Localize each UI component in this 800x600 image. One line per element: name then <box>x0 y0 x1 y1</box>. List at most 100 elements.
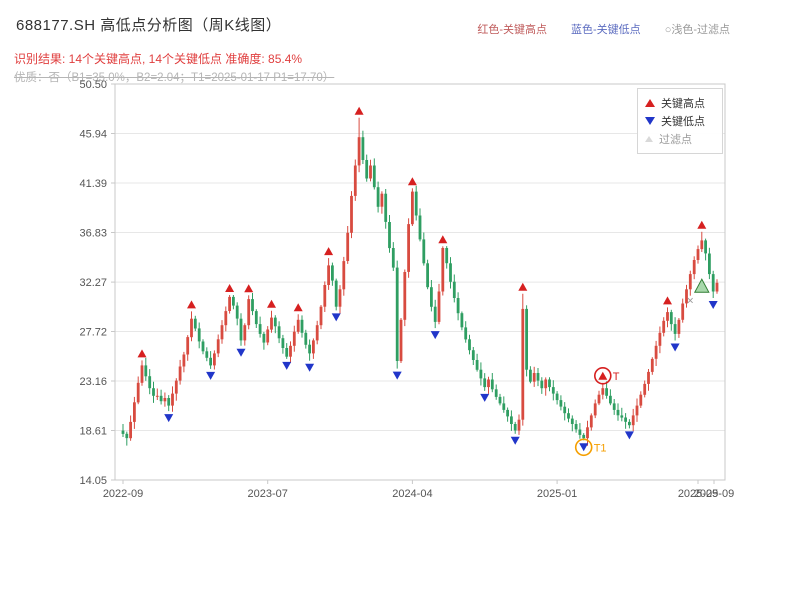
candle-body <box>513 424 517 431</box>
candle-body <box>647 371 650 384</box>
candle-body <box>395 267 399 361</box>
top-legend-key-high-label: 红色-关键高点 <box>477 24 548 36</box>
candle-body <box>315 325 319 341</box>
candle-body <box>666 312 669 321</box>
candle-body <box>700 240 704 250</box>
candle-body <box>650 358 654 372</box>
candle-body <box>372 165 376 188</box>
candle-body <box>125 433 129 439</box>
key-high-marker <box>354 106 364 115</box>
candle-body <box>319 306 323 326</box>
candle-body <box>487 379 490 388</box>
candle-body <box>152 388 155 396</box>
candle-body <box>148 376 152 389</box>
candle-body <box>643 383 647 395</box>
candle-body <box>471 350 475 360</box>
candle-body <box>464 327 468 340</box>
candle-body <box>715 282 719 292</box>
candle-body <box>357 137 361 166</box>
candle-body <box>133 402 136 422</box>
candle-body <box>437 291 441 322</box>
candle-body <box>704 240 707 254</box>
candle-body <box>281 338 285 348</box>
legend-item-key-low: 关键低点 <box>645 112 715 130</box>
candle-body <box>334 280 338 307</box>
candle-body <box>677 319 681 334</box>
candle-body <box>414 191 418 216</box>
candle-body <box>639 394 643 406</box>
key-high-marker <box>267 299 276 308</box>
candle-body <box>197 328 201 342</box>
key-low-marker <box>392 371 402 380</box>
candle-body <box>418 215 422 240</box>
candle-body <box>342 261 346 290</box>
candle-body <box>456 298 460 314</box>
candle-body <box>468 339 471 351</box>
key-low-marker <box>708 301 718 309</box>
candle-body <box>369 165 372 179</box>
candle-body <box>224 311 228 326</box>
candle-body <box>209 357 212 366</box>
candle-body <box>304 332 308 345</box>
candle-body <box>262 333 266 343</box>
candle-body <box>270 317 273 330</box>
key-low-marker <box>305 363 315 372</box>
candle-body <box>624 417 627 422</box>
candle-body <box>220 325 224 340</box>
candle-body <box>167 398 171 406</box>
x-tick-label: 2024-04 <box>392 488 432 500</box>
candle-body <box>247 299 251 326</box>
x-tick-label: 2025-09 <box>694 488 734 500</box>
candle-body <box>323 285 327 307</box>
candle-body <box>685 289 688 304</box>
filtered-point-marker <box>693 278 710 293</box>
candle-body <box>567 413 570 419</box>
candle-body <box>422 239 426 264</box>
candle-body <box>391 248 395 268</box>
quality-text: 优质：否（B1=35.0%，B2=2.04；T1=2025-01-17 P1=1… <box>14 72 335 84</box>
candle-body <box>239 318 243 341</box>
candle-body <box>479 369 483 379</box>
page-title: 688177.SH 高低点分析图（周K线图） <box>16 17 282 34</box>
key-high-marker <box>137 349 147 358</box>
candle-body <box>555 393 559 401</box>
candle-body <box>517 419 521 431</box>
candle-body <box>525 308 528 370</box>
annotation-text: × <box>687 294 694 308</box>
candle-body <box>266 329 270 343</box>
key-high-marker <box>438 235 448 244</box>
y-tick-label: 18.61 <box>79 426 107 438</box>
candle-body <box>129 421 132 439</box>
candle-body <box>312 340 315 354</box>
key-high-marker <box>244 284 254 293</box>
candle-body <box>483 378 487 388</box>
candle-body <box>635 405 639 416</box>
candle-body <box>144 365 148 377</box>
key-high-marker <box>518 282 528 291</box>
candle-body <box>289 345 292 357</box>
candle-body <box>612 403 616 410</box>
candle-body <box>121 430 125 434</box>
candle-body <box>540 380 544 389</box>
candle-body <box>353 165 357 196</box>
candle-body <box>449 263 452 282</box>
x-tick-label: 2025-01 <box>537 488 577 500</box>
candle-body <box>254 311 258 325</box>
x-tick-label: 2023-07 <box>248 488 288 500</box>
candle-body <box>251 299 254 312</box>
candle-body <box>574 424 578 430</box>
candle-body <box>365 160 369 179</box>
candle-body <box>597 394 601 404</box>
candle-body <box>669 312 673 325</box>
candle-body <box>631 415 635 426</box>
key-high-marker <box>187 300 196 309</box>
y-tick-label: 36.83 <box>79 228 107 240</box>
candle-body <box>605 388 608 396</box>
candle-body <box>331 265 334 281</box>
x-tick-label: 2025-09 <box>678 488 718 500</box>
candle-body <box>350 195 353 233</box>
y-tick-label: 50.50 <box>79 79 107 91</box>
candle-body <box>688 274 692 290</box>
